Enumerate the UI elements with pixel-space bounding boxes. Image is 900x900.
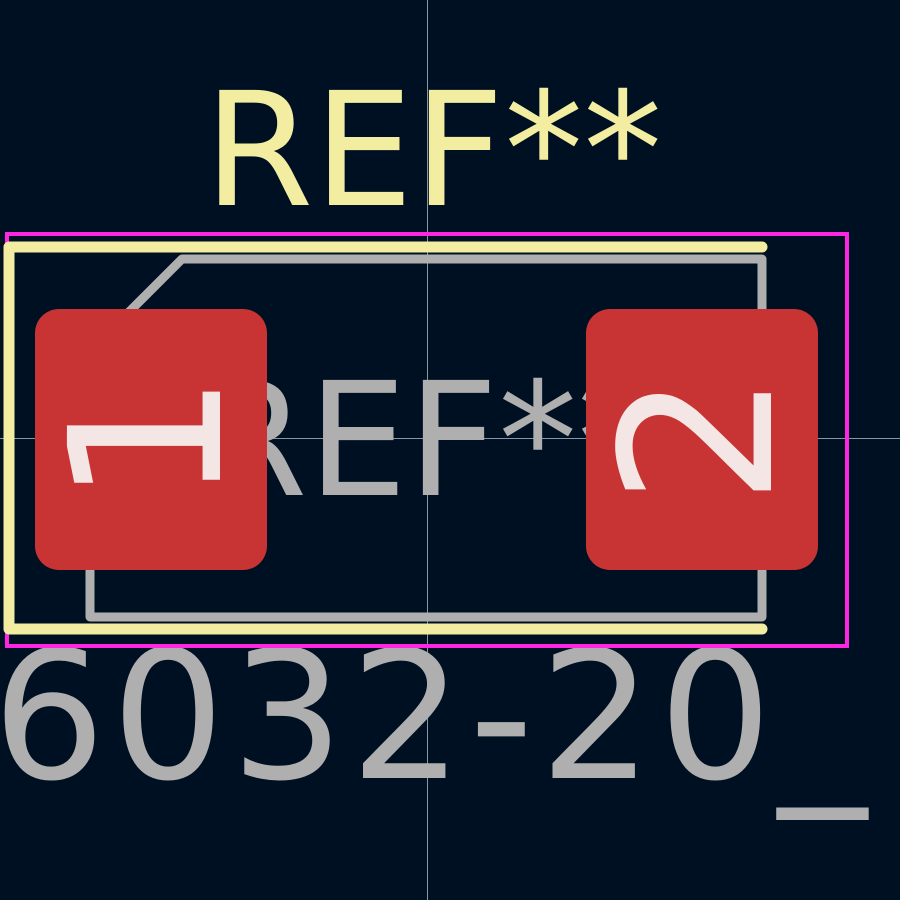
pad-2-copper[interactable] bbox=[586, 309, 818, 570]
pad-1-number: 1 bbox=[25, 372, 270, 506]
fab-reference-text: REF** bbox=[198, 349, 657, 533]
pad-1-copper[interactable] bbox=[35, 309, 267, 570]
silkscreen-outline bbox=[3, 241, 768, 635]
silk-reference-text: REF** bbox=[204, 59, 663, 243]
pad-1[interactable]: 1 bbox=[25, 309, 270, 570]
pad-2[interactable]: 2 bbox=[576, 309, 821, 570]
pad-2-number: 2 bbox=[576, 372, 821, 506]
